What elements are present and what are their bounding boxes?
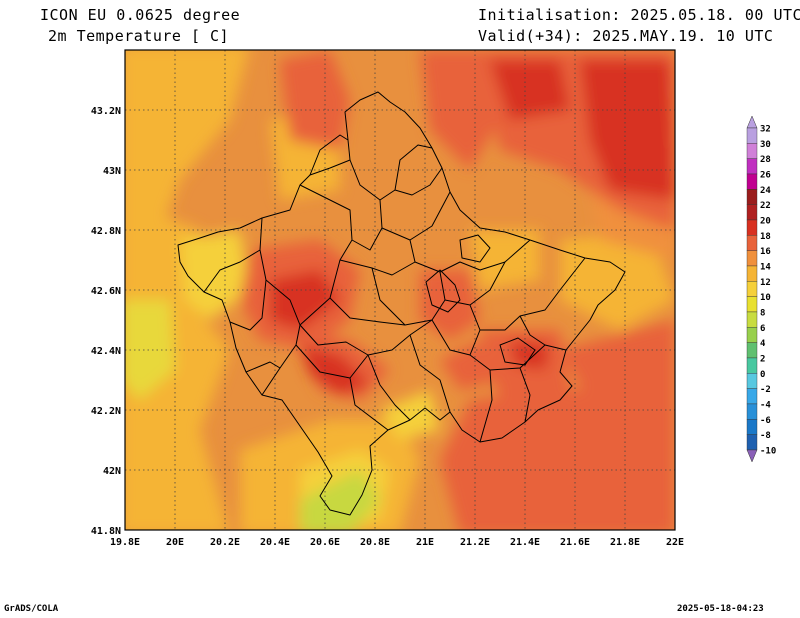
colorbar-label: 32 — [760, 125, 771, 135]
colorbar-swatch — [746, 235, 758, 251]
colorbar-swatch — [746, 388, 758, 405]
colorbar-swatch — [746, 219, 758, 236]
colorbar-swatch — [746, 143, 758, 159]
y-tick-label: 43.2N — [91, 106, 121, 117]
colorbar-swatch — [746, 250, 758, 267]
x-tick-label: 21.2E — [460, 537, 490, 548]
temperature-field — [125, 50, 675, 530]
colorbar-label: 14 — [760, 262, 771, 272]
init-time: Initialisation: 2025.05.18. 00 UTC — [478, 6, 800, 24]
colorbar-swatch — [746, 265, 758, 282]
colorbar-label: 22 — [760, 201, 771, 211]
colorbar-label: -4 — [760, 400, 771, 410]
y-tick-label: 42.6N — [91, 286, 121, 297]
colorbar-swatch — [746, 173, 758, 190]
colorbar-label: 28 — [760, 155, 771, 165]
colorbar-label: 4 — [760, 339, 766, 349]
country-outline — [177, 91, 626, 516]
colorbar-swatch — [746, 434, 758, 451]
colorbar-swatch — [746, 327, 758, 343]
footer-right: 2025-05-18-04:23 — [677, 604, 764, 614]
y-tick-label: 43N — [103, 166, 121, 177]
colorbar-label: 24 — [760, 186, 771, 196]
valid-time: Valid(+34): 2025.MAY.19. 10 UTC — [478, 27, 774, 45]
colorbar-label: 20 — [760, 216, 771, 226]
colorbar-swatch — [746, 204, 758, 221]
colorbar-swatch — [746, 158, 758, 175]
x-tick-label: 20.8E — [360, 537, 390, 548]
colorbar-swatch — [746, 311, 758, 328]
colorbar-swatch — [746, 342, 758, 359]
colorbar-label: -6 — [760, 416, 771, 426]
y-tick-label: 42N — [103, 466, 121, 477]
x-tick-label: 20.2E — [210, 537, 240, 548]
model-title: ICON EU 0.0625 degree — [40, 6, 241, 24]
colorbar-label: 10 — [760, 293, 771, 303]
x-tick-label: 20.6E — [310, 537, 340, 548]
colorbar-label: 0 — [760, 370, 765, 380]
variable-title: 2m Temperature [ C] — [48, 27, 230, 45]
x-tick-label: 21.4E — [510, 537, 540, 548]
y-tick-label: 42.4N — [91, 346, 121, 357]
y-axis-ticks: 41.8N 42N 42.2N 42.4N 42.6N 42.8N 43N 43.2N — [91, 106, 121, 537]
colorbar-label: -8 — [760, 431, 771, 441]
y-tick-label: 42.2N — [91, 406, 121, 417]
colorbar-label: 30 — [760, 140, 771, 150]
footer-left: GrADS/COLA — [4, 604, 59, 614]
x-tick-label: 21E — [416, 537, 434, 548]
colorbar-swatch — [746, 296, 758, 313]
colorbar-swatch — [746, 403, 758, 420]
colorbar-label: 26 — [760, 170, 771, 180]
colorbar-top-arrow — [746, 115, 758, 129]
colorbar-label: 2 — [760, 354, 765, 364]
colorbar-swatch — [746, 373, 758, 389]
y-tick-label: 42.8N — [91, 226, 121, 237]
colorbar-label: 16 — [760, 247, 771, 257]
colorbar-label: 8 — [760, 308, 765, 318]
colorbar-label: -10 — [760, 446, 776, 456]
colorbar-label: 6 — [760, 324, 765, 334]
x-tick-label: 21.6E — [560, 537, 590, 548]
colorbar-label: 18 — [760, 232, 771, 242]
map-frame — [124, 49, 676, 531]
colorbar-swatch — [746, 189, 758, 205]
colorbar-bottom-arrow — [746, 449, 758, 463]
colorbar-swatch — [746, 127, 758, 144]
colorbar-swatch — [746, 357, 758, 374]
x-tick-label: 20.4E — [260, 537, 290, 548]
x-tick-label: 21.8E — [610, 537, 640, 548]
colorbar-swatch — [746, 281, 758, 297]
colorbar-label: 12 — [760, 278, 771, 288]
x-tick-label: 20E — [166, 537, 184, 548]
x-axis-ticks: 19.8E 20E 20.2E 20.4E 20.6E 20.8E 21E 21.2E 21.4… — [110, 537, 684, 548]
x-tick-label: 19.8E — [110, 537, 140, 548]
x-tick-label: 22E — [666, 537, 684, 548]
colorbar-label: -2 — [760, 385, 771, 395]
y-tick-label: 41.8N — [91, 526, 121, 537]
colorbar-swatch — [746, 419, 758, 435]
